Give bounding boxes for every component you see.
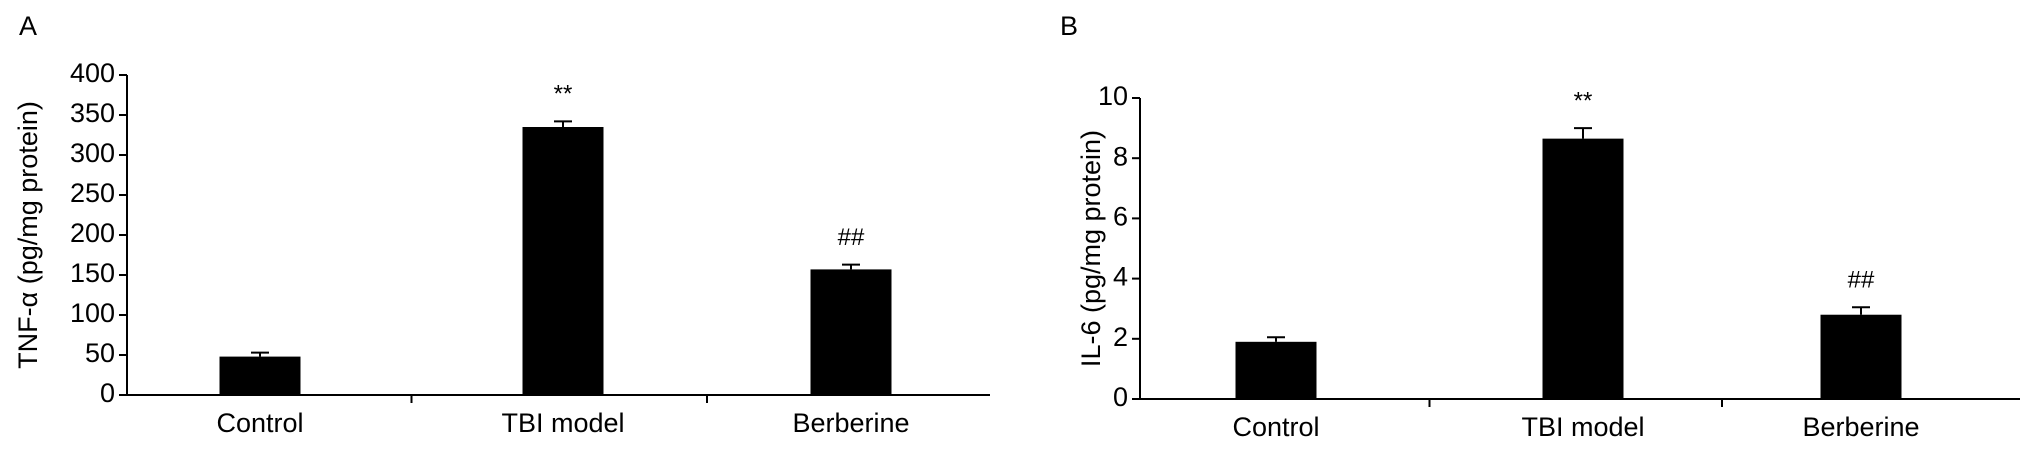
y-tick-label: 200 [70,218,115,248]
annotation: ## [838,224,865,251]
bar [219,356,301,395]
x-tick-label: Berberine [792,408,909,438]
x-tick-label: Berberine [1802,412,1919,442]
y-axis-label: TNF-α (pg/mg protein) [13,101,43,369]
bar [1820,314,1902,399]
x-tick-label: Control [1232,412,1319,442]
y-tick-label: 300 [70,138,115,168]
y-tick-label: 350 [70,98,115,128]
x-tick-label: TBI model [1521,412,1644,442]
y-tick-label: 4 [1113,262,1128,292]
bar [1542,138,1624,399]
y-tick-label: 2 [1113,322,1128,352]
y-tick-label: 50 [85,338,115,368]
panel-label: A [19,11,37,41]
bar [522,127,604,395]
x-tick-label: Control [216,408,303,438]
y-axis-label: IL-6 (pg/mg protein) [1076,130,1106,367]
y-tick-label: 0 [100,378,115,408]
y-tick-label: 250 [70,178,115,208]
y-tick-label: 100 [70,298,115,328]
y-tick-label: 10 [1098,81,1128,111]
y-tick-label: 0 [1113,382,1128,412]
annotation: ## [1848,267,1875,294]
y-tick-label: 8 [1113,141,1128,171]
y-tick-label: 400 [70,58,115,88]
bar [1235,341,1317,399]
y-tick-label: 150 [70,258,115,288]
panel-label: B [1060,11,1078,41]
annotation: ** [554,81,573,108]
y-tick-label: 6 [1113,202,1128,232]
x-tick-label: TBI model [501,408,624,438]
bar [810,269,892,395]
annotation: ** [1574,87,1593,114]
